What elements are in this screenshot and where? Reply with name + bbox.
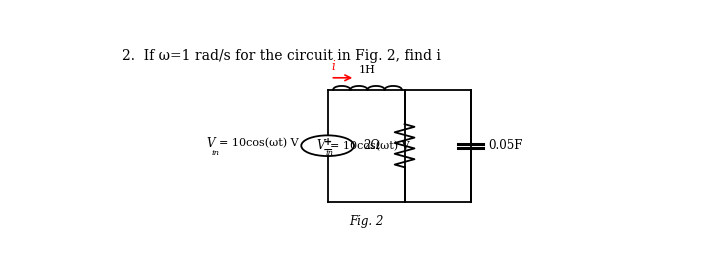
Text: = 10cos(ωt) V: = 10cos(ωt) V xyxy=(219,138,299,149)
Text: 0.05F: 0.05F xyxy=(488,139,523,152)
Text: 2Ω: 2Ω xyxy=(363,139,380,152)
Text: i: i xyxy=(331,60,335,73)
Text: V: V xyxy=(207,137,216,150)
Text: in: in xyxy=(326,149,334,157)
Text: 1H: 1H xyxy=(359,65,376,75)
Text: = 10cos(ωt) V: = 10cos(ωt) V xyxy=(330,141,410,151)
Text: Fig. 2: Fig. 2 xyxy=(349,215,384,228)
Text: in: in xyxy=(212,149,220,157)
Text: V: V xyxy=(316,139,325,152)
Text: 2.  If ω=1 rad/s for the circuit in Fig. 2, find i: 2. If ω=1 rad/s for the circuit in Fig. … xyxy=(122,49,440,63)
Text: +: + xyxy=(323,137,332,146)
Text: −: − xyxy=(323,144,333,157)
